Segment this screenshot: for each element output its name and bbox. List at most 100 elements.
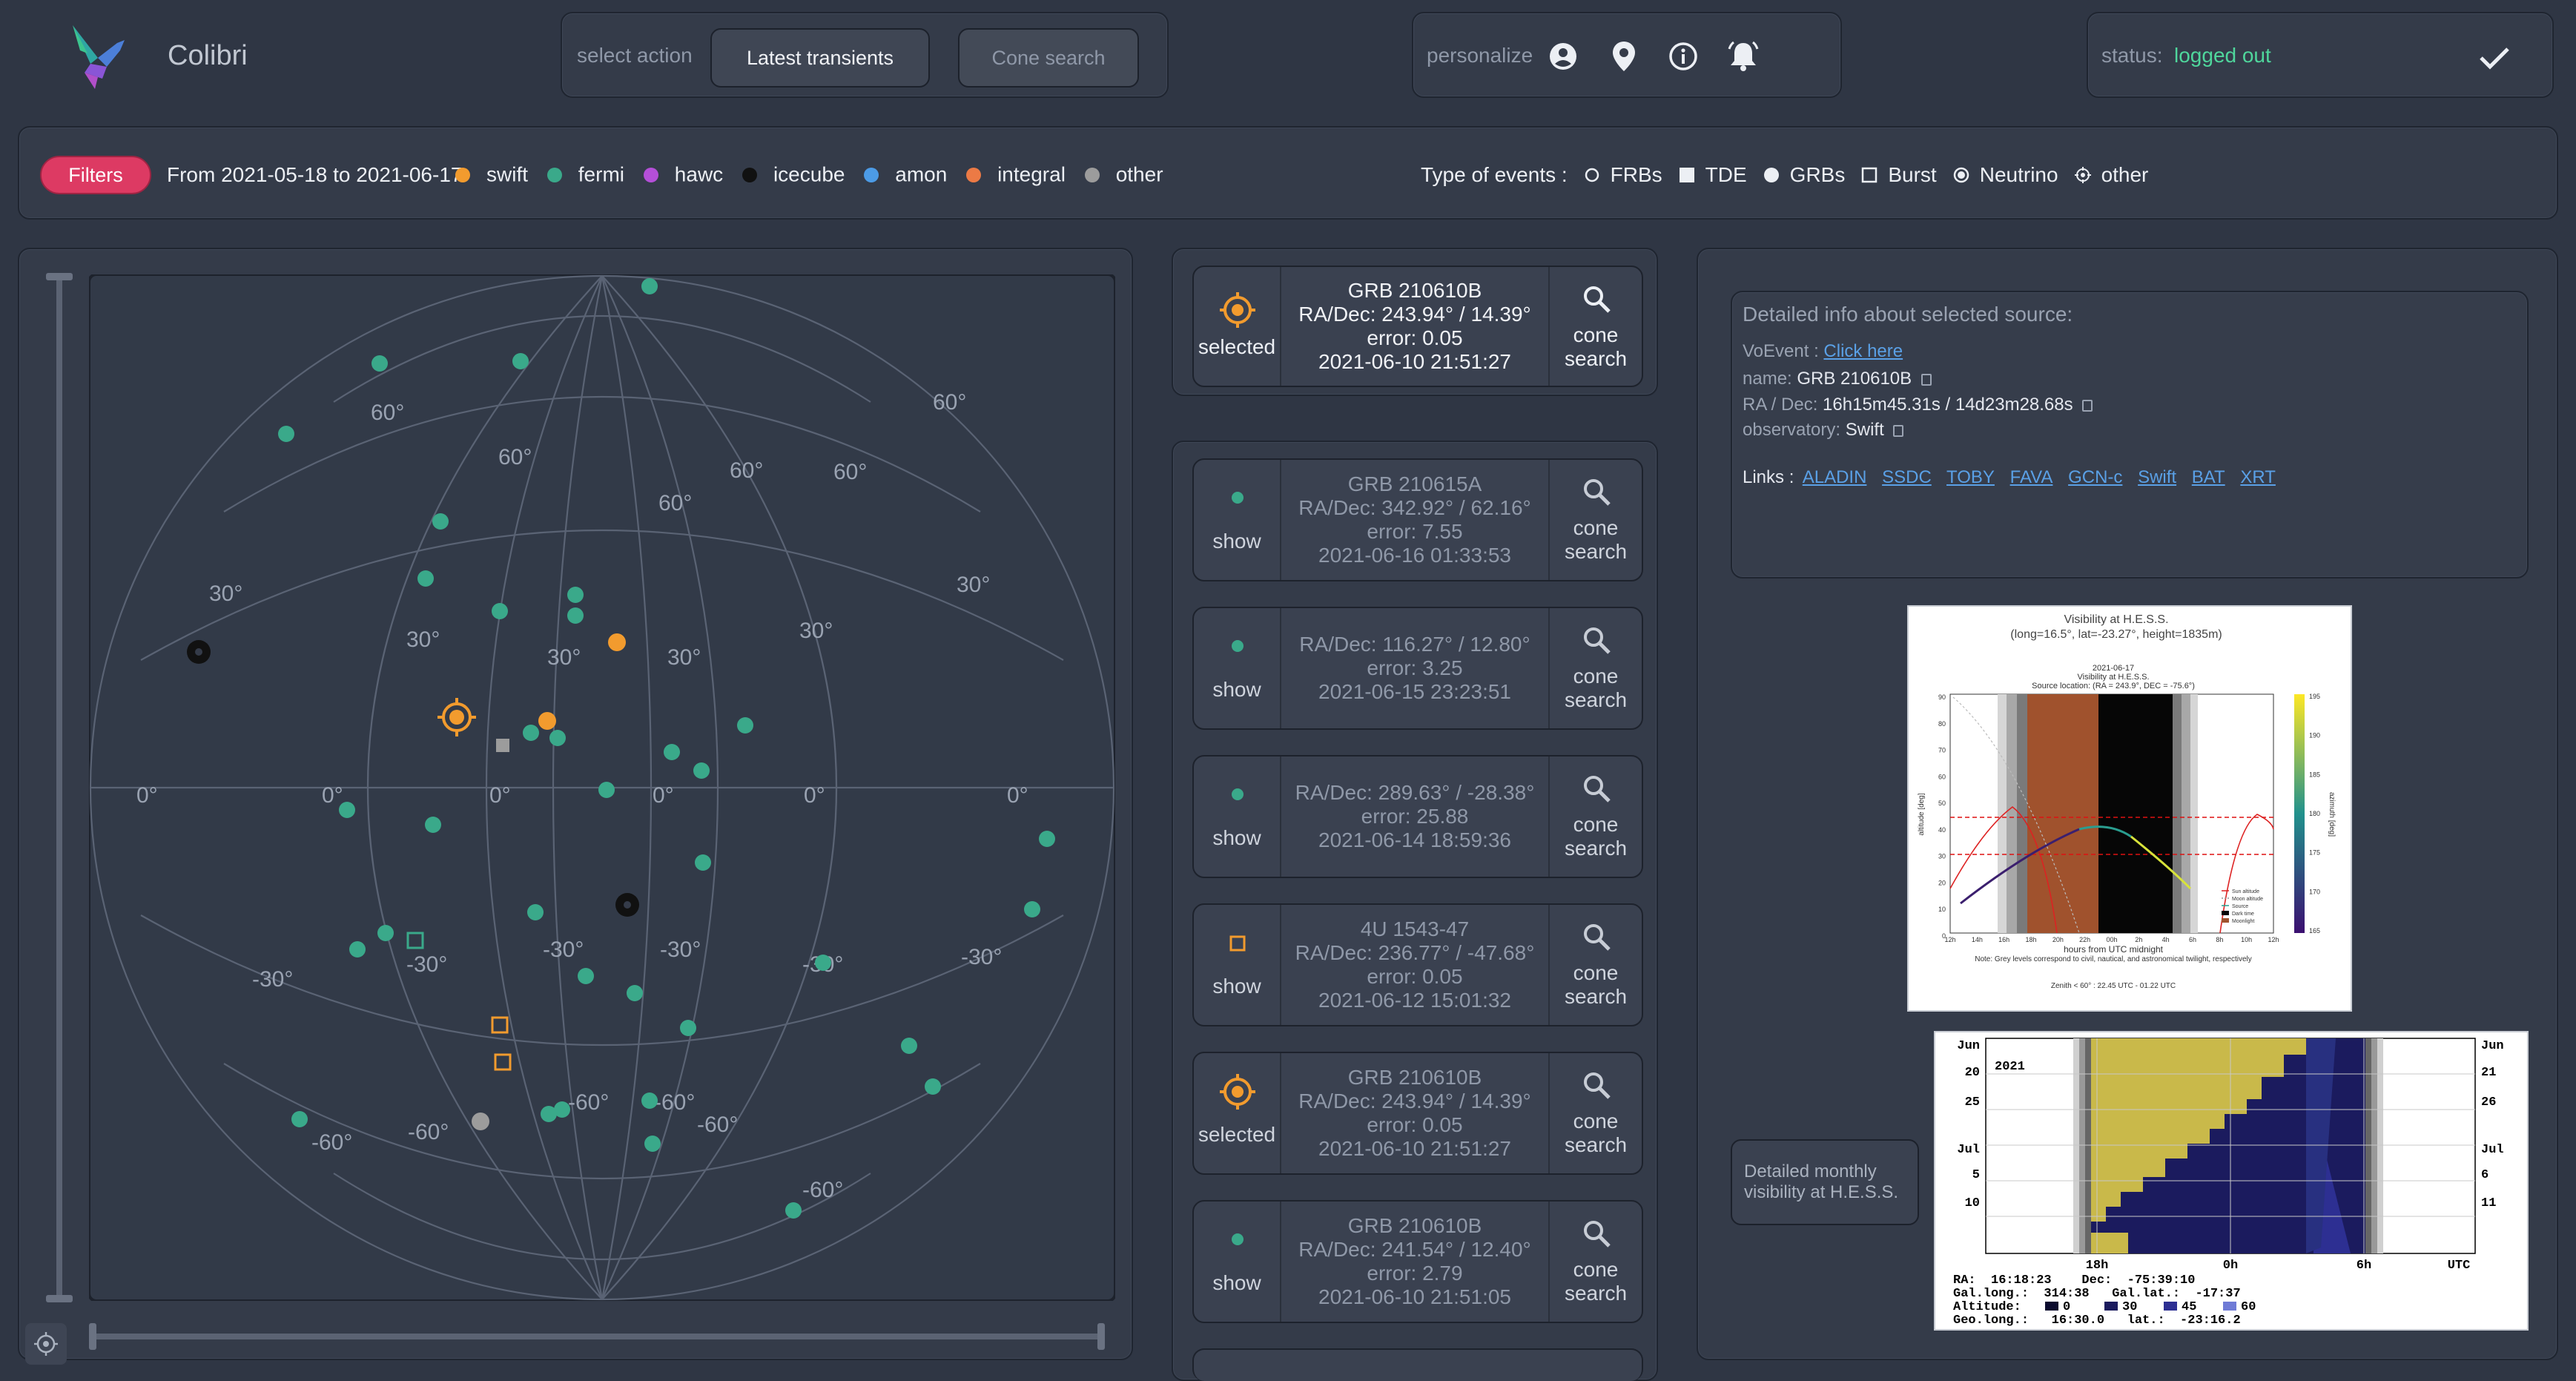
sky-point[interactable] [644,1136,661,1152]
voevent-link[interactable]: Click here [1823,341,1903,361]
info-icon[interactable] [1668,42,1698,71]
sky-point[interactable] [680,1020,696,1036]
sky-point[interactable] [406,932,424,949]
event-status-cell[interactable]: show [1194,757,1281,877]
sky-point[interactable] [554,1101,570,1118]
sky-point[interactable] [527,904,544,920]
sky-point[interactable] [491,1016,509,1034]
sky-point[interactable] [815,955,831,971]
sky-point[interactable] [567,607,584,624]
horizontal-slider-handle-left[interactable] [89,1323,96,1350]
vertical-slider-handle-top[interactable] [46,273,73,280]
event-status-cell[interactable]: show [1194,1202,1281,1322]
sky-point[interactable] [1024,901,1040,917]
sky-point[interactable] [695,854,711,871]
event-status-cell[interactable]: selected [1194,1053,1281,1173]
sky-point[interactable] [737,717,753,734]
sky-point[interactable] [549,730,566,746]
sky-point[interactable] [523,725,539,741]
sky-point[interactable] [641,1092,658,1109]
event-card[interactable]: show 4U 1543-47 RA/Dec: 236.77° / -47.68… [1192,903,1643,1026]
link-gcn-c[interactable]: GCN-c [2068,467,2123,487]
instrument-integral[interactable]: integral [997,162,1066,186]
instrument-other[interactable]: other [1115,162,1163,186]
event-status-cell[interactable]: show [1194,905,1281,1025]
event-card[interactable]: selected GRB 210610B RA/Dec: 243.94° / 1… [1192,1052,1643,1175]
link-aladin[interactable]: ALADIN [1802,467,1867,487]
selected-event-card[interactable]: selected GRB 210610B RA/Dec: 243.94° / 1… [1192,266,1643,387]
sky-point[interactable] [339,802,355,818]
vertical-slider-handle-bottom[interactable] [46,1295,73,1302]
sky-point[interactable] [278,426,294,442]
sky-point[interactable] [627,985,643,1001]
sky-point[interactable] [432,513,449,530]
type-other[interactable]: other [2101,163,2149,186]
sky-point[interactable] [925,1078,941,1095]
instrument-swift[interactable]: swift [486,162,528,186]
cone-search-cell[interactable]: cone search [1548,608,1642,728]
sky-point[interactable] [541,1106,557,1122]
sky-point[interactable] [538,712,556,730]
bell-icon[interactable] [1726,40,1760,73]
instrument-fermi[interactable]: fermi [578,162,625,186]
sky-map[interactable]: 60° 60° 60° 60° 60° 60° 30° 30° 30° 30° 30° 30° 0° 0°… [89,274,1115,1301]
copy-icon[interactable] [2082,399,2093,412]
event-card[interactable]: show GRB 210615A RA/Dec: 342.92° / 62.16… [1192,458,1643,581]
sky-point[interactable] [901,1038,917,1054]
sky-point[interactable] [496,739,509,752]
user-circle-icon[interactable] [1548,42,1578,71]
link-ssdc[interactable]: SSDC [1882,467,1932,487]
sky-point[interactable] [598,782,615,798]
link-bat[interactable]: BAT [2191,467,2225,487]
event-card[interactable]: show GRB 210610B RA/Dec: 241.54° / 12.40… [1192,1200,1643,1323]
checkmark-icon[interactable] [2477,43,2512,73]
horizontal-slider-handle-right[interactable] [1097,1323,1105,1350]
sky-point[interactable] [349,941,366,958]
cone-search-button[interactable]: Cone search [958,28,1139,88]
event-status-cell[interactable]: show [1194,460,1281,580]
link-fava[interactable]: FAVA [2009,467,2053,487]
event-card[interactable]: show RA/Dec: 289.63° / -28.38° error: 25… [1192,755,1643,878]
copy-icon[interactable] [1921,373,1932,386]
cone-search-cell[interactable]: cone search [1548,1053,1642,1173]
sky-point[interactable] [512,353,529,369]
selected-status-cell[interactable]: selected [1194,267,1281,386]
sky-point[interactable] [608,633,626,651]
sky-point[interactable] [578,968,594,984]
sky-point[interactable] [291,1111,308,1127]
cone-search-cell[interactable]: cone search [1548,905,1642,1025]
type-burst[interactable]: Burst [1888,163,1937,186]
sky-point-selected[interactable] [437,698,476,736]
type-neutrino[interactable]: Neutrino [1979,163,2058,186]
sky-point[interactable] [492,603,508,619]
sky-point[interactable] [425,817,441,833]
sky-point[interactable] [417,570,434,587]
sky-point[interactable] [567,587,584,603]
monthly-visibility-button[interactable]: Detailed monthly visibility at H.E.S.S. [1731,1139,1919,1225]
event-card-partial[interactable] [1192,1348,1643,1381]
sky-point[interactable] [693,762,710,779]
instrument-hawc[interactable]: hawc [674,162,724,186]
cone-search-cell[interactable]: cone search [1548,460,1642,580]
sky-point[interactable] [371,355,388,372]
sky-point[interactable] [472,1113,489,1130]
sky-point[interactable] [494,1053,512,1071]
link-xrt[interactable]: XRT [2240,467,2276,487]
horizontal-slider[interactable] [90,1334,1103,1339]
sky-point[interactable] [664,744,680,760]
cone-search-cell[interactable]: cone search [1548,757,1642,877]
link-toby[interactable]: TOBY [1946,467,1995,487]
type-frbs[interactable]: FRBs [1610,163,1662,186]
link-swift[interactable]: Swift [2138,467,2177,487]
cone-search-cell[interactable]: cone search [1548,267,1642,386]
sky-point[interactable] [785,1202,802,1219]
vertical-slider[interactable] [56,276,62,1299]
sky-point[interactable] [641,278,658,294]
type-tde[interactable]: TDE [1705,163,1747,186]
filters-button[interactable]: Filters [40,156,151,194]
sky-point[interactable] [1039,831,1055,847]
event-status-cell[interactable]: show [1194,608,1281,728]
cone-search-cell[interactable]: cone search [1548,1202,1642,1322]
type-grbs[interactable]: GRBs [1789,163,1846,186]
latest-transients-button[interactable]: Latest transients [710,28,930,88]
